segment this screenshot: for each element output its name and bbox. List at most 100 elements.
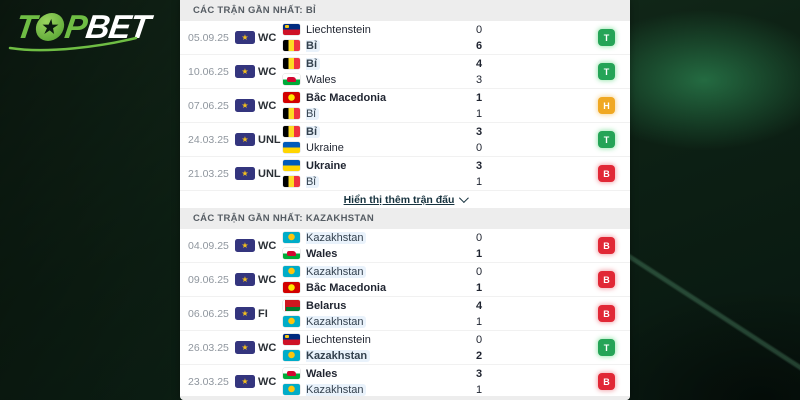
teams-block: Belarus 4 Kazakhstan 1	[283, 299, 498, 328]
competition-trophy-icon: ★	[235, 31, 255, 44]
show-more-link[interactable]: Hiển thị thêm trận đấu	[180, 191, 630, 208]
competition-trophy-icon: ★	[235, 307, 255, 320]
competition-trophy-icon: ★	[235, 99, 255, 112]
team-line: Belarus 4	[283, 299, 498, 312]
team-score: 1	[476, 107, 483, 120]
kazakhstan-flag-icon	[283, 350, 300, 361]
competition-trophy-icon: ★	[235, 133, 255, 146]
team-name: Ukraine	[306, 141, 344, 154]
team-score: 4	[476, 299, 483, 312]
team-score: 0	[476, 231, 483, 244]
result-badge: H	[598, 97, 615, 114]
team-name: Liechtenstein	[306, 23, 371, 36]
match-row[interactable]: 10.06.25 ★ WC Bỉ 4 Wales 3 T	[180, 55, 630, 89]
logo-swoosh	[8, 36, 138, 52]
team-score: 3	[476, 367, 483, 380]
competition-label: WC	[258, 99, 277, 112]
team-score: 3	[476, 159, 483, 172]
team-name: Bắc Macedonia	[306, 281, 387, 294]
team-line: Bỉ 6	[283, 39, 498, 52]
team-score: 0	[476, 23, 483, 36]
competition: ★ WC	[235, 341, 283, 354]
team-line: Bỉ 4	[283, 57, 498, 70]
match-row[interactable]: 21.03.25 ★ UNL Ukraine 3 Bỉ 1 B	[180, 157, 630, 191]
match-row[interactable]: 24.03.25 ★ UNL Bỉ 3 Ukraine 0 T	[180, 123, 630, 157]
match-date: 24.03.25	[188, 133, 229, 146]
match-date: 23.03.25	[188, 375, 229, 388]
competition-trophy-icon: ★	[235, 65, 255, 78]
match-row[interactable]: 07.06.25 ★ WC Bắc Macedonia 1 Bỉ 1 H	[180, 89, 630, 123]
team-name-highlight: Bỉ	[306, 125, 320, 138]
match-list-belgium: 05.09.25 ★ WC Liechtenstein 0 Bỉ 6 T 10.06.25 ★ WC…	[180, 21, 630, 191]
kazakhstan-flag-icon	[283, 384, 300, 395]
teams-block: Ukraine 3 Bỉ 1	[283, 159, 498, 188]
teams-block: Bắc Macedonia 1 Bỉ 1	[283, 91, 498, 120]
team-name-highlight: Bỉ	[306, 107, 319, 120]
team-score: 1	[476, 91, 483, 104]
match-list-kazakhstan: 04.09.25 ★ WC Kazakhstan 0 Wales 1 B 09.06.25 ★ WC…	[180, 229, 630, 399]
competition-trophy-icon: ★	[235, 341, 255, 354]
match-date: 10.06.25	[188, 65, 229, 78]
belgium-flag-icon	[283, 40, 300, 51]
belgium-flag-icon	[283, 176, 300, 187]
team-name-highlight: Kazakhstan	[306, 231, 367, 244]
team-score: 2	[476, 349, 483, 362]
team-line: Liechtenstein 0	[283, 333, 498, 346]
team-name-highlight: Kazakhstan	[306, 383, 367, 396]
section-belgium: CÁC TRẬN GẦN NHẤT: BỈ 05.09.25 ★ WC Liechte…	[180, 0, 630, 208]
belgium-flag-icon	[283, 108, 300, 119]
teams-block: Liechtenstein 0 Bỉ 6	[283, 23, 498, 52]
teams-block: Liechtenstein 0 Kazakhstan 2	[283, 333, 498, 362]
belgium-flag-icon	[283, 126, 300, 137]
match-row[interactable]: 23.03.25 ★ WC Wales 3 Kazakhstan 1 B	[180, 365, 630, 399]
competition-label: WC	[258, 31, 277, 44]
section-kazakhstan: CÁC TRẬN GẦN NHẤT: KAZAKHSTAN 04.09.25 ★ W…	[180, 208, 630, 399]
match-row[interactable]: 09.06.25 ★ WC Kazakhstan 0 Bắc Macedonia 1 B	[180, 263, 630, 297]
team-name-highlight: Bỉ	[306, 57, 320, 70]
result-badge: T	[598, 131, 615, 148]
wales-flag-icon	[283, 74, 300, 85]
competition: ★ WC	[235, 65, 283, 78]
liechtenstein-flag-icon	[283, 24, 300, 35]
competition-label: UNL	[258, 133, 281, 146]
team-name: Bắc Macedonia	[306, 91, 387, 104]
team-line: Wales 1	[283, 247, 498, 260]
section-title-belgium: CÁC TRẬN GẦN NHẤT: BỈ	[180, 0, 630, 21]
team-score: 0	[476, 141, 483, 154]
match-date: 04.09.25	[188, 239, 229, 252]
team-line: Bỉ 3	[283, 125, 498, 138]
match-row[interactable]: 26.03.25 ★ WC Liechtenstein 0 Kazakhstan 2 T	[180, 331, 630, 365]
kazakhstan-flag-icon	[283, 316, 300, 327]
team-line: Bắc Macedonia 1	[283, 281, 498, 294]
team-score: 0	[476, 333, 483, 346]
match-date: 21.03.25	[188, 167, 229, 180]
team-line: Kazakhstan 1	[283, 383, 498, 396]
result-badge: B	[598, 305, 615, 322]
competition: ★ WC	[235, 273, 283, 286]
match-row[interactable]: 06.06.25 ★ FI Belarus 4 Kazakhstan 1 B	[180, 297, 630, 331]
belgium-flag-icon	[283, 58, 300, 69]
match-row[interactable]: 05.09.25 ★ WC Liechtenstein 0 Bỉ 6 T	[180, 21, 630, 55]
team-name-highlight: Kazakhstan	[306, 349, 371, 362]
team-score: 1	[476, 383, 483, 396]
team-line: Wales 3	[283, 73, 498, 86]
kazakhstan-flag-icon	[283, 232, 300, 243]
competition-label: WC	[258, 239, 277, 252]
north-macedonia-flag-icon	[283, 92, 300, 103]
team-score: 1	[476, 315, 483, 328]
competition-label: WC	[258, 375, 277, 388]
kazakhstan-flag-icon	[283, 266, 300, 277]
team-line: Kazakhstan 0	[283, 265, 498, 278]
competition-label: WC	[258, 273, 277, 286]
teams-block: Kazakhstan 0 Bắc Macedonia 1	[283, 265, 498, 294]
match-row[interactable]: 04.09.25 ★ WC Kazakhstan 0 Wales 1 B	[180, 229, 630, 263]
team-score: 1	[476, 175, 483, 188]
next-section-header-partial	[180, 396, 630, 400]
result-badge: B	[598, 373, 615, 390]
team-line: Ukraine 0	[283, 141, 498, 154]
team-line: Liechtenstein 0	[283, 23, 498, 36]
chevron-down-icon	[459, 193, 470, 204]
match-date: 09.06.25	[188, 273, 229, 286]
competition: ★ WC	[235, 239, 283, 252]
show-more-label: Hiển thị thêm trận đấu	[343, 193, 455, 206]
